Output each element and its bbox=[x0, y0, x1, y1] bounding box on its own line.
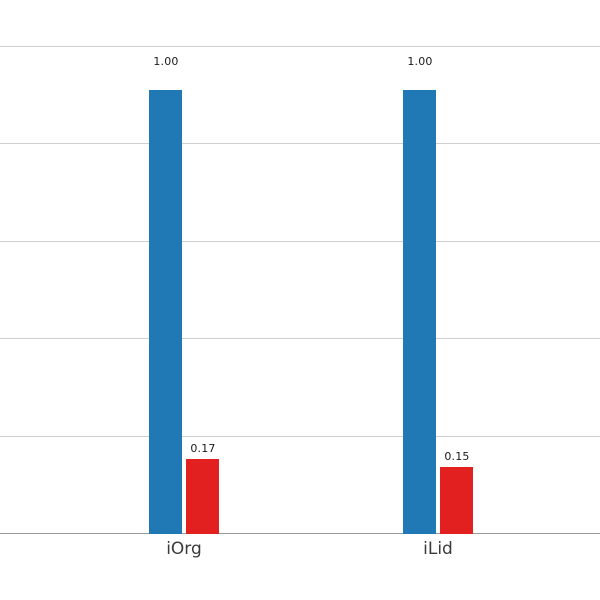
bar-series2-iOrg bbox=[186, 459, 219, 534]
value-label-series2-iLid: 0.15 bbox=[444, 450, 470, 463]
x-tick-label-iOrg: iOrg bbox=[166, 539, 202, 559]
bar-series1-iLid bbox=[403, 90, 436, 534]
value-label-series1-iLid: 1.00 bbox=[407, 55, 433, 68]
bar-series1-iOrg bbox=[149, 90, 182, 534]
gridline-3 bbox=[0, 241, 600, 242]
bar-series2-iLid bbox=[440, 467, 473, 534]
gridline-2 bbox=[0, 338, 600, 339]
x-axis-line bbox=[0, 533, 600, 534]
plot-area bbox=[0, 46, 600, 534]
gridline-1 bbox=[0, 436, 600, 437]
gridline-top bbox=[0, 46, 600, 47]
value-label-series1-iOrg: 1.00 bbox=[153, 55, 179, 68]
value-label-series2-iOrg: 0.17 bbox=[190, 442, 216, 455]
x-tick-label-iLid: iLid bbox=[423, 539, 453, 559]
gridline-4 bbox=[0, 143, 600, 144]
